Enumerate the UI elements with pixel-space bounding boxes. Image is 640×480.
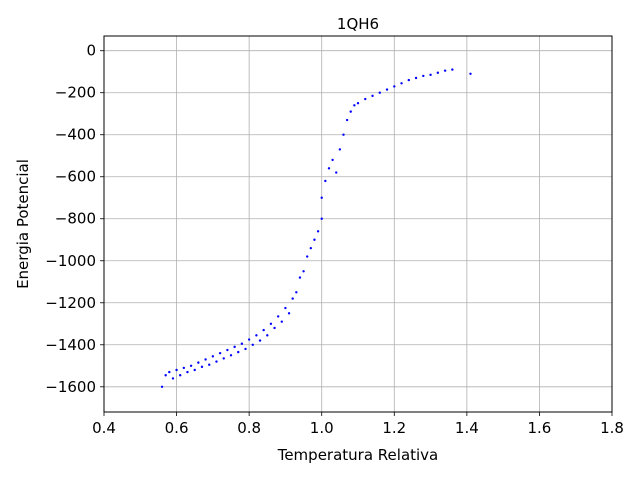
x-axis-ticks: 0.4 0.6 0.8 1.0 1.2 1.4 1.6 1.8: [92, 412, 624, 437]
data-point: [335, 171, 338, 174]
y-tick-label: −400: [55, 126, 96, 144]
data-point: [320, 196, 323, 199]
data-point: [164, 374, 167, 377]
data-point: [313, 238, 316, 241]
data-point: [342, 133, 345, 136]
data-point: [353, 104, 356, 107]
y-tick-label: 0: [86, 42, 96, 60]
data-point: [182, 366, 186, 370]
data-point: [229, 354, 233, 357]
x-tick-label: 0.8: [237, 419, 261, 437]
data-point: [179, 374, 182, 377]
data-point: [443, 69, 447, 72]
data-point: [338, 148, 342, 151]
data-points: [160, 68, 472, 388]
y-tick-label: −1200: [45, 294, 96, 312]
data-point: [171, 377, 175, 380]
data-point: [215, 360, 218, 363]
data-point: [331, 158, 334, 162]
x-tick-label: 1.8: [600, 419, 624, 437]
data-point: [226, 348, 229, 352]
data-point: [429, 73, 432, 77]
y-tick-label: −1400: [45, 336, 96, 354]
data-point: [276, 315, 280, 318]
y-axis-title: Energia Potencial: [14, 159, 32, 289]
x-tick-label: 1.0: [310, 419, 334, 437]
data-point: [193, 368, 196, 372]
data-point: [258, 339, 262, 342]
data-point: [233, 345, 236, 349]
y-tick-label: −600: [55, 168, 96, 186]
data-point: [316, 230, 320, 233]
data-point: [251, 343, 254, 346]
data-point: [356, 102, 360, 105]
y-tick-label: −1600: [45, 378, 96, 396]
x-tick-label: 1.4: [455, 419, 479, 437]
data-point: [327, 167, 331, 170]
data-point: [364, 97, 367, 101]
x-tick-label: 0.6: [165, 419, 189, 437]
data-point: [302, 270, 305, 273]
data-point: [451, 68, 454, 71]
data-point: [324, 179, 327, 183]
data-point: [400, 82, 403, 85]
data-point: [189, 364, 193, 367]
data-point: [204, 358, 207, 361]
data-point: [422, 74, 425, 78]
data-point: [244, 347, 247, 351]
data-point: [237, 350, 240, 354]
data-point: [240, 342, 244, 345]
data-point: [385, 88, 389, 91]
plot-frame: [103, 35, 613, 413]
data-point: [295, 291, 298, 294]
data-point: [298, 276, 302, 279]
plot-area: [104, 36, 612, 412]
y-tick-label: −1000: [45, 252, 96, 270]
data-point: [208, 363, 211, 366]
y-tick-label: −200: [55, 84, 96, 102]
data-point: [309, 246, 313, 250]
data-point: [218, 351, 222, 355]
data-point: [255, 334, 258, 337]
data-point: [269, 322, 273, 325]
data-point: [287, 312, 291, 315]
data-point: [262, 328, 265, 332]
data-point: [247, 338, 251, 341]
x-tick-label: 1.6: [527, 419, 551, 437]
data-point: [393, 85, 396, 88]
y-axis-ticks: 0 −200 −400 −600 −800 −1000 −1200 −1400 −1600: [45, 42, 104, 396]
data-point: [168, 370, 171, 374]
data-point: [320, 217, 323, 220]
x-tick-label: 0.4: [92, 419, 116, 437]
data-point: [284, 306, 287, 310]
data-point: [469, 72, 472, 76]
chart-title: 1QH6: [337, 15, 379, 33]
data-point: [306, 255, 309, 258]
data-point: [197, 361, 200, 364]
data-point: [160, 385, 164, 388]
data-point: [349, 110, 352, 113]
x-axis-title: Temperatura Relativa: [277, 446, 439, 464]
data-point: [280, 320, 283, 323]
data-point: [371, 94, 374, 98]
data-point: [273, 326, 276, 330]
data-point: [186, 370, 189, 374]
y-tick-label: −800: [55, 210, 96, 228]
data-point: [266, 334, 269, 337]
data-point: [436, 71, 440, 74]
x-tick-label: 1.2: [382, 419, 406, 437]
data-point: [200, 365, 204, 369]
data-point: [345, 118, 349, 122]
data-point: [291, 297, 294, 300]
data-point: [175, 368, 178, 372]
data-point: [414, 76, 418, 80]
data-point: [222, 357, 225, 360]
data-point: [378, 91, 381, 94]
data-point: [407, 78, 410, 82]
data-point: [211, 355, 215, 358]
